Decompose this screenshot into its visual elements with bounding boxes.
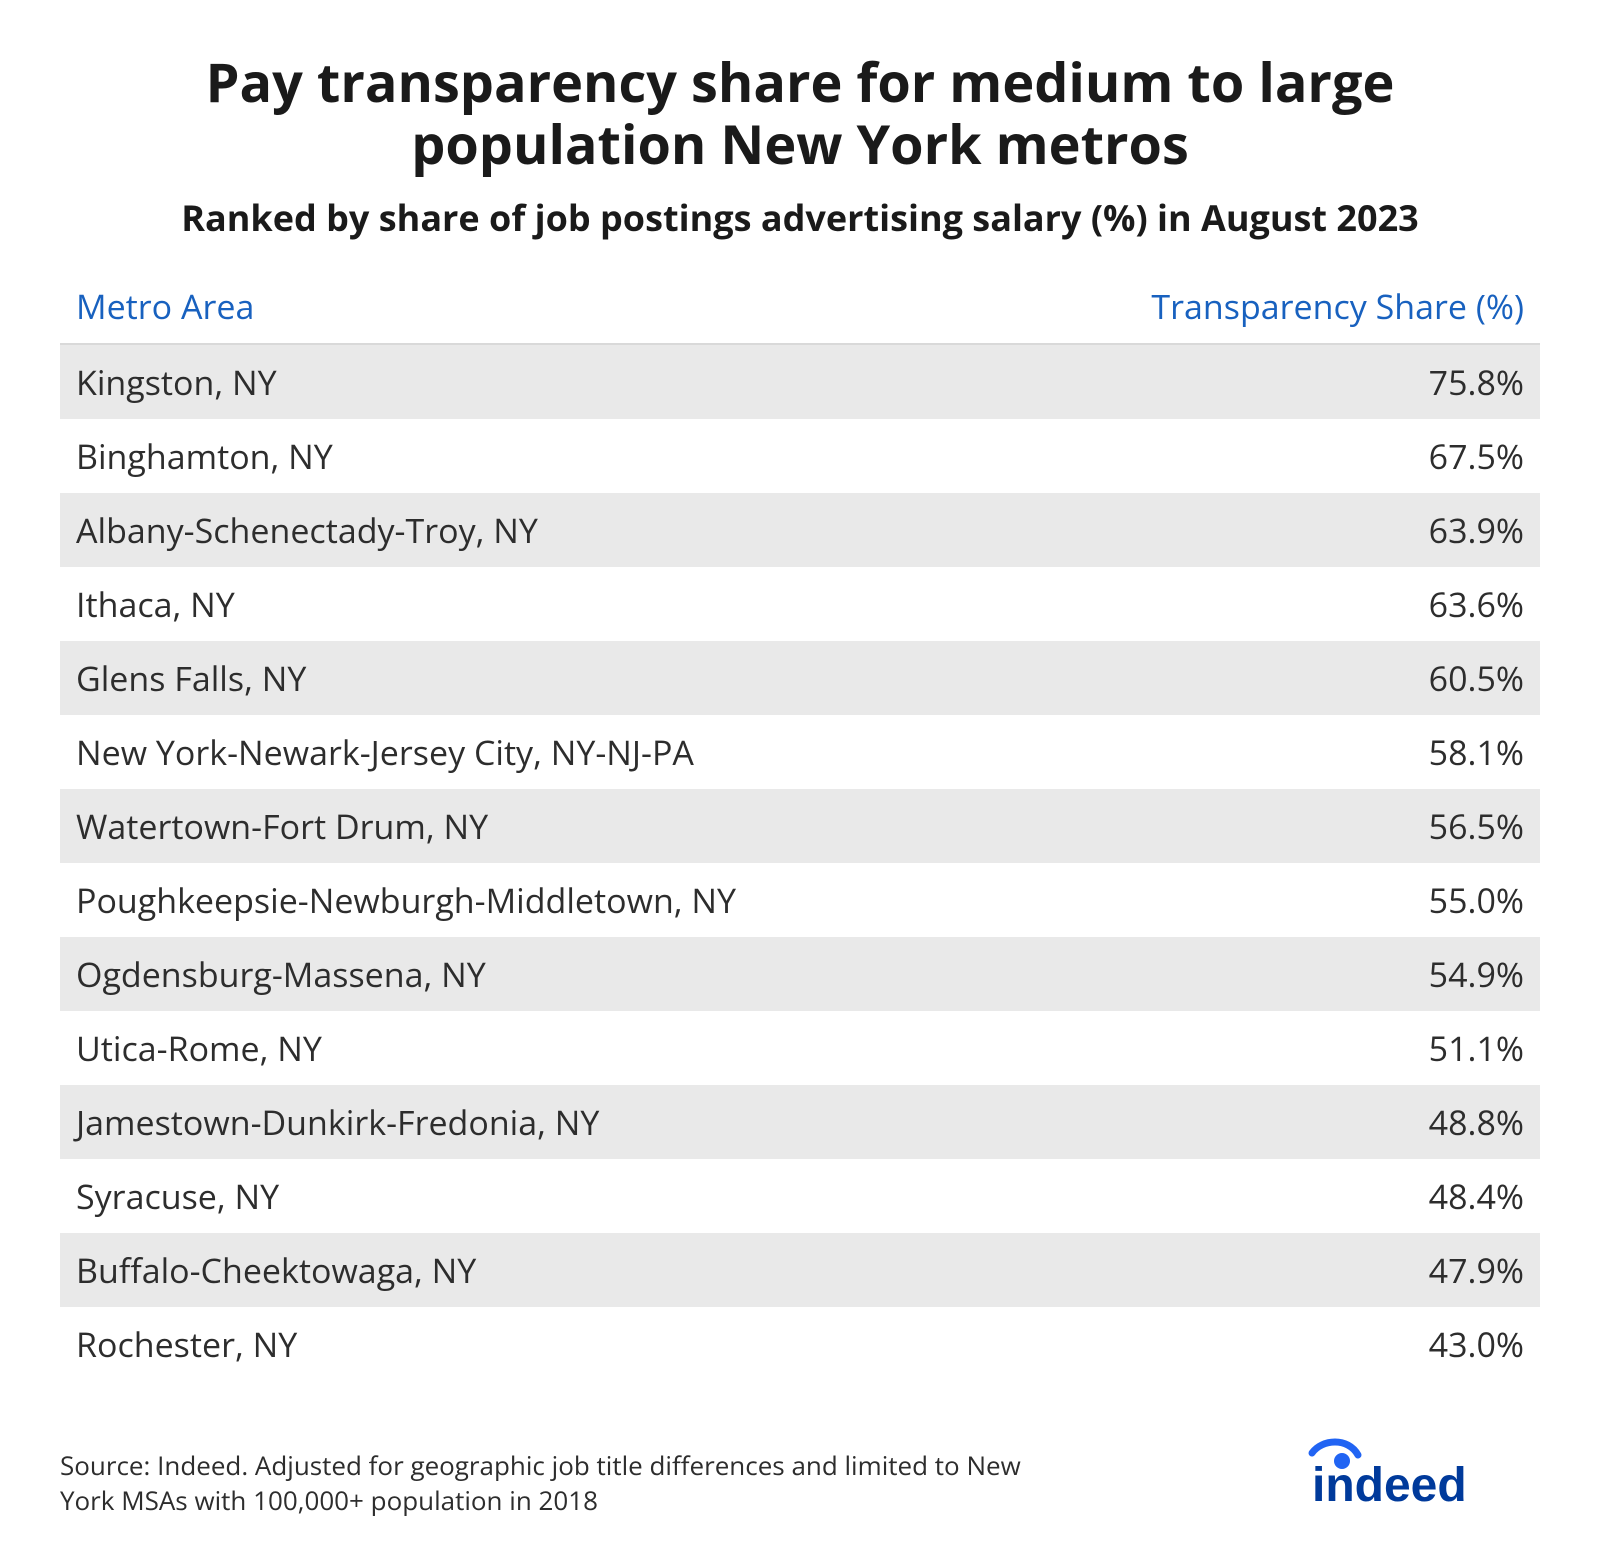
table-row: Binghamton, NY67.5%	[60, 419, 1540, 493]
table-row: Watertown-Fort Drum, NY56.5%	[60, 789, 1540, 863]
column-header-metro: Metro Area	[60, 273, 978, 344]
table-row: Albany-Schenectady-Troy, NY63.9%	[60, 493, 1540, 567]
cell-share: 55.0%	[978, 863, 1540, 937]
cell-share: 56.5%	[978, 789, 1540, 863]
table-row: Buffalo-Cheektowaga, NY47.9%	[60, 1233, 1540, 1307]
table-row: Ogdensburg-Massena, NY54.9%	[60, 937, 1540, 1011]
figure-container: Pay transparency share for medium to lar…	[0, 0, 1600, 1562]
table-row: Utica-Rome, NY51.1%	[60, 1011, 1540, 1085]
cell-share: 48.4%	[978, 1159, 1540, 1233]
cell-share: 60.5%	[978, 641, 1540, 715]
table-row: Poughkeepsie-Newburgh-Middletown, NY55.0…	[60, 863, 1540, 937]
table-row: Syracuse, NY48.4%	[60, 1159, 1540, 1233]
table-body: Kingston, NY75.8% Binghamton, NY67.5% Al…	[60, 344, 1540, 1381]
source-note: Source: Indeed. Adjusted for geographic …	[60, 1448, 1060, 1518]
cell-share: 51.1%	[978, 1011, 1540, 1085]
transparency-table: Metro Area Transparency Share (%) Kingst…	[60, 273, 1540, 1381]
cell-metro: Binghamton, NY	[60, 419, 978, 493]
table-row: Glens Falls, NY60.5%	[60, 641, 1540, 715]
cell-share: 47.9%	[978, 1233, 1540, 1307]
cell-share: 75.8%	[978, 344, 1540, 419]
table-row: Kingston, NY75.8%	[60, 344, 1540, 419]
cell-share: 54.9%	[978, 937, 1540, 1011]
cell-metro: Jamestown-Dunkirk-Fredonia, NY	[60, 1085, 978, 1159]
cell-metro: New York-Newark-Jersey City, NY-NJ-PA	[60, 715, 978, 789]
cell-share: 58.1%	[978, 715, 1540, 789]
cell-share: 63.6%	[978, 567, 1540, 641]
table-row: Rochester, NY43.0%	[60, 1307, 1540, 1381]
cell-share: 43.0%	[978, 1307, 1540, 1381]
table-row: New York-Newark-Jersey City, NY-NJ-PA58.…	[60, 715, 1540, 789]
cell-metro: Syracuse, NY	[60, 1159, 978, 1233]
figure-footer: Source: Indeed. Adjusted for geographic …	[60, 1435, 1540, 1518]
figure-title: Pay transparency share for medium to lar…	[100, 50, 1500, 174]
cell-share: 67.5%	[978, 419, 1540, 493]
cell-metro: Kingston, NY	[60, 344, 978, 419]
cell-metro: Albany-Schenectady-Troy, NY	[60, 493, 978, 567]
cell-metro: Glens Falls, NY	[60, 641, 978, 715]
figure-subtitle: Ranked by share of job postings advertis…	[100, 196, 1500, 239]
cell-metro: Buffalo-Cheektowaga, NY	[60, 1233, 978, 1307]
cell-metro: Poughkeepsie-Newburgh-Middletown, NY	[60, 863, 978, 937]
indeed-logo: indeed	[1300, 1435, 1540, 1518]
svg-text:indeed: indeed	[1312, 1459, 1467, 1512]
cell-share: 48.8%	[978, 1085, 1540, 1159]
table-row: Jamestown-Dunkirk-Fredonia, NY48.8%	[60, 1085, 1540, 1159]
cell-metro: Ogdensburg-Massena, NY	[60, 937, 978, 1011]
table-header-row: Metro Area Transparency Share (%)	[60, 273, 1540, 344]
column-header-share: Transparency Share (%)	[978, 273, 1540, 344]
cell-metro: Watertown-Fort Drum, NY	[60, 789, 978, 863]
table-row: Ithaca, NY63.6%	[60, 567, 1540, 641]
cell-metro: Rochester, NY	[60, 1307, 978, 1381]
cell-metro: Utica-Rome, NY	[60, 1011, 978, 1085]
cell-metro: Ithaca, NY	[60, 567, 978, 641]
cell-share: 63.9%	[978, 493, 1540, 567]
indeed-logo-icon: indeed	[1300, 1435, 1540, 1513]
